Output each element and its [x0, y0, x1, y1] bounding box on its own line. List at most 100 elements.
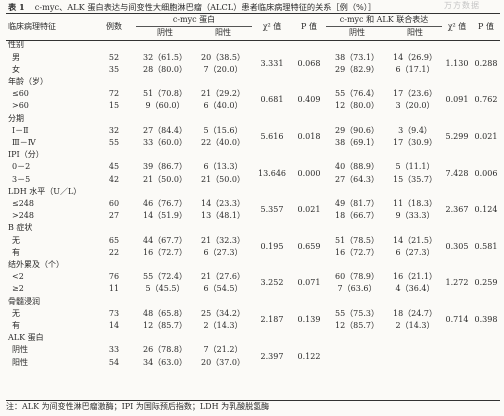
cell-cmyc-positive: 6（13.3） [203, 162, 243, 172]
cell-p1: 0.139 [297, 314, 321, 324]
cell-combined-positive: 16（21.1） [393, 272, 437, 282]
cell-cmyc-positive: 6（27.3） [203, 247, 243, 257]
row-label: ≤60 [12, 89, 29, 99]
cell-cases: 72 [108, 89, 120, 99]
group-row: 结外累及（个） [6, 259, 500, 271]
group-label: B 症状 [8, 223, 33, 233]
cell-cases: 73 [108, 308, 120, 318]
cell-cases: 54 [108, 357, 120, 367]
cell-p2: 0.021 [474, 131, 498, 141]
row-label: 有 [12, 321, 20, 331]
cell-cases: 33 [108, 345, 120, 355]
table-title: 表 1 c-myc、ALK 蛋白表达与间变性大细胞淋巴瘤（ALCL）患者临床病理特… [8, 2, 500, 12]
table-row: 0－2 45 39（86.7） 6（13.3） 13.646 0.000 40（88.9） 5… [6, 161, 500, 177]
cell-cases: 11 [108, 284, 120, 294]
row-label: 3－5 [12, 174, 31, 184]
cell-cases: 22 [108, 247, 120, 257]
cell-cmyc-positive: 2（14.3） [203, 321, 243, 331]
cell-p1: 0.018 [297, 131, 321, 141]
table-row: 有 14 12（85.7） 2（14.3） 12（85.7） 2（14.3） [6, 320, 500, 332]
cell-p2: 0.124 [474, 205, 498, 215]
cell-cmyc-positive: 20（38.5） [201, 52, 245, 62]
cell-p2: 0.398 [474, 314, 498, 324]
table-row: >248 27 14（51.9） 13（48.1） 18（66.7） 9（33.3） [6, 210, 500, 222]
header-chi1: χ² 值 [262, 21, 282, 31]
header-combined-positive: 阳性 [407, 28, 423, 38]
group-label: IPI（分） [8, 150, 44, 160]
row-label: 有 [12, 247, 20, 257]
header-chi2: χ² 值 [447, 21, 467, 31]
cell-combined-negative: 55（76.4） [335, 89, 379, 99]
cell-combined-positive: 6（17.1） [395, 64, 435, 74]
cell-combined-positive: 15（35.7） [393, 174, 437, 184]
cell-cmyc-negative: 46（76.7） [143, 199, 187, 209]
header-combined: c-myc 和 ALK 联合表达 [326, 14, 442, 28]
cell-cmyc-negative: 26（78.8） [143, 345, 187, 355]
cell-combined-positive: 3（20.0） [395, 101, 435, 111]
cell-cmyc-negative: 9（60.0） [145, 101, 185, 111]
cell-combined-negative: 27（64.3） [335, 174, 379, 184]
group-row: LDH 水平（U／L） [6, 186, 500, 198]
cell-cmyc-positive: 14（23.3） [201, 199, 245, 209]
bottom-rule [6, 400, 500, 402]
cell-combined-negative: 55（75.3） [335, 308, 379, 318]
cell-chi2: 5.299 [445, 131, 469, 141]
cell-cases: 76 [108, 272, 120, 282]
cell-cases: 65 [108, 235, 120, 245]
cell-combined-positive: 17（23.6） [393, 89, 437, 99]
cell-chi2: 0.305 [445, 241, 469, 251]
cell-combined-negative: 40（88.9） [335, 162, 379, 172]
row-label: Ⅲ－Ⅳ [12, 138, 36, 148]
table-row: Ⅰ－Ⅱ 32 27（84.4） 5（15.6） 5.616 0.018 29（90.6） 3（… [6, 125, 500, 141]
cell-combined-positive: 2（14.3） [395, 321, 435, 331]
cell-cmyc-positive: 21（32.3） [201, 235, 245, 245]
cell-combined-positive: 11（18.3） [393, 199, 437, 209]
data-table: 临床病理特征 例数 c-myc 蛋白 χ² 值 P 值 c-myc 和 ALK … [6, 14, 500, 369]
cell-p1: 0.122 [297, 351, 321, 361]
table-caption: c-myc、ALK 蛋白表达与间变性大细胞淋巴瘤（ALCL）患者临床病理特征的关… [34, 2, 377, 12]
cell-p2: 0.288 [474, 58, 498, 68]
cell-cmyc-negative: 14（51.9） [143, 211, 187, 221]
cell-chi2: 1.272 [445, 278, 469, 288]
cell-cases: 52 [108, 52, 120, 62]
table-row: 男 52 32（61.5） 20（38.5） 3.331 0.068 38（73.1） 14（… [6, 52, 500, 68]
table-row: 有 22 16（72.7） 6（27.3） 16（72.7） 6（27.3） [6, 247, 500, 259]
row-label: 无 [12, 308, 20, 318]
cell-chi1: 0.681 [260, 95, 284, 105]
row-label: 阴性 [12, 345, 28, 355]
cell-cmyc-negative: 39（86.7） [143, 162, 187, 172]
cell-combined-negative: 51（78.5） [335, 235, 379, 245]
cell-cmyc-positive: 7（20.0） [203, 64, 243, 74]
group-row: 年龄（岁） [6, 76, 500, 88]
cell-cmyc-positive: 6（40.0） [203, 101, 243, 111]
header-cmyc-negative: 阴性 [157, 28, 173, 38]
cell-cases: 27 [108, 211, 120, 221]
table-row: ≥2 11 5（45.5） 6（54.5） 7（63.6） 4（36.4） [6, 283, 500, 295]
group-row: B 症状 [6, 222, 500, 234]
cell-cmyc-negative: 51（70.8） [143, 89, 187, 99]
table-body: 性别男 52 32（61.5） 20（38.5） 3.331 0.068 38（73.1） 1… [6, 39, 500, 368]
cell-combined-positive: 4（36.4） [395, 284, 435, 294]
table-row: 阳性 54 34（63.0） 20（37.0） [6, 357, 500, 369]
cell-p1: 0.071 [297, 278, 321, 288]
row-label: 男 [12, 52, 20, 62]
table-row: 无 73 48（65.8） 25（34.2） 2.187 0.139 55（75.3） 18（… [6, 308, 500, 324]
cell-cases: 32 [108, 125, 120, 135]
cell-cmyc-positive: 21（50.0） [201, 174, 245, 184]
cell-chi2: 0.714 [445, 314, 469, 324]
cell-cmyc-negative: 16（72.7） [143, 247, 187, 257]
cell-combined-negative: 18（66.7） [335, 211, 379, 221]
cell-combined-positive: 14（26.9） [393, 52, 437, 62]
cell-cmyc-positive: 25（34.2） [201, 308, 245, 318]
row-label: 无 [12, 235, 20, 245]
cell-combined-positive: 18（24.7） [393, 308, 437, 318]
cell-cases: 42 [108, 174, 120, 184]
cell-p1: 0.659 [297, 241, 321, 251]
row-label: ≥2 [12, 284, 24, 294]
cell-combined-negative: 7（63.6） [337, 284, 377, 294]
cell-cmyc-positive: 20（37.0） [201, 357, 245, 367]
cell-p2: 0.581 [474, 241, 498, 251]
table-row: ≤60 72 51（70.8） 21（29.2） 0.681 0.409 55（76.4） 1… [6, 88, 500, 104]
cell-cmyc-negative: 21（50.0） [143, 174, 187, 184]
cell-cases: 15 [108, 101, 120, 111]
